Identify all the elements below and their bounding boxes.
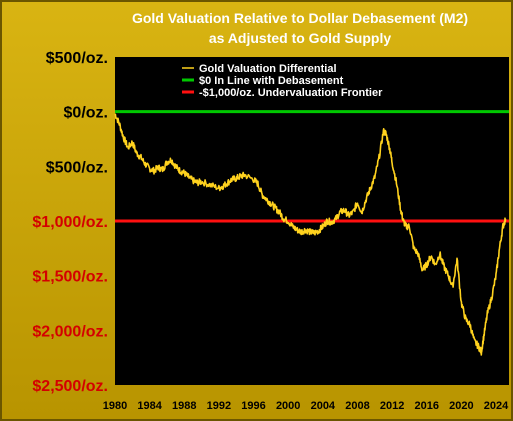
x-tick-label-2024: 2024 <box>484 400 509 412</box>
x-tick-label-2004: 2004 <box>311 400 336 412</box>
x-tick-label-1984: 1984 <box>137 400 162 412</box>
x-tick-label-1992: 1992 <box>207 400 231 412</box>
x-tick-label-1988: 1988 <box>172 400 196 412</box>
chart-title-line1: Gold Valuation Relative to Dollar Debase… <box>132 10 468 26</box>
x-axis-ticks: 1980 1984 1988 1992 1996 2000 2004 2008 2012 2016… <box>103 400 509 412</box>
legend-label-2: -$1,000/oz. Undervaluation Frontier <box>199 87 383 99</box>
y-tick-label-1: $0/oz. <box>64 105 108 122</box>
y-tick-label-0: $500/oz. <box>46 50 108 67</box>
x-tick-label-2020: 2020 <box>449 400 473 412</box>
y-tick-label-4: $1,500/oz. <box>32 269 108 286</box>
x-tick-label-2012: 2012 <box>380 400 404 412</box>
legend: Gold Valuation Differential$0 In Line wi… <box>182 63 383 99</box>
y-axis-ticks: $500/oz. $0/oz. $500/oz. $1,000/oz. $1,500/o… <box>32 50 108 395</box>
y-tick-label-5: $2,000/oz. <box>32 323 108 340</box>
gold-valuation-series-line <box>114 113 507 356</box>
y-tick-label-2: $500/oz. <box>46 159 108 176</box>
x-tick-label-2008: 2008 <box>345 400 369 412</box>
chart-title-line2: as Adjusted to Gold Supply <box>209 30 391 46</box>
y-tick-label-6: $2,500/oz. <box>32 378 108 395</box>
x-tick-label-2016: 2016 <box>414 400 438 412</box>
y-tick-label-3: $1,000/oz. <box>32 214 108 231</box>
x-tick-label-2000: 2000 <box>276 400 300 412</box>
reference-lines <box>115 110 509 223</box>
x-tick-label-1996: 1996 <box>241 400 265 412</box>
legend-label-0: Gold Valuation Differential <box>199 63 337 75</box>
legend-label-1: $0 In Line with Debasement <box>199 75 344 87</box>
x-tick-label-1980: 1980 <box>103 400 127 412</box>
